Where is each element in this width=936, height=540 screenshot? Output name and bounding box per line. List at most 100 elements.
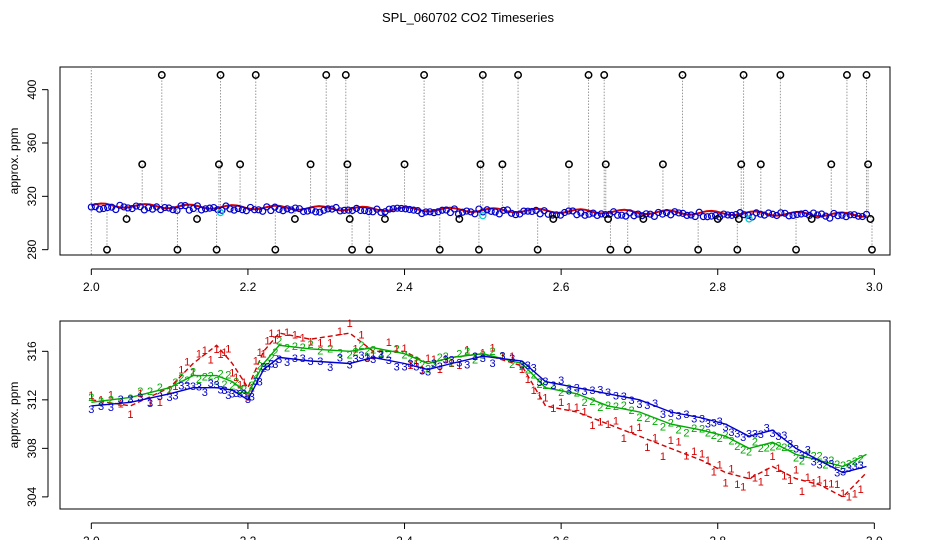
data-point <box>720 210 728 218</box>
series-1-point-label: 1 <box>317 337 323 349</box>
y-tick-label: 280 <box>25 239 39 259</box>
series-3-point-label: 3 <box>190 381 196 393</box>
series-1-point-label: 1 <box>337 326 343 338</box>
series-3-point-label: 3 <box>717 416 723 428</box>
series-1-point-label: 1 <box>214 344 220 356</box>
data-point <box>826 214 834 222</box>
series-1-point-label: 1 <box>613 416 619 428</box>
data-point <box>745 215 753 223</box>
x-tick-label: 2.0 <box>83 534 100 540</box>
series-1-point-label: 1 <box>566 401 572 413</box>
data-point <box>206 204 214 212</box>
outlier-point <box>251 71 260 79</box>
data-point <box>560 208 569 217</box>
outlier-point <box>103 245 111 254</box>
data-point <box>593 211 601 220</box>
outlier-point <box>737 160 746 169</box>
series-2-point-label: 2 <box>190 366 196 378</box>
series-3-point-label: 3 <box>394 361 400 373</box>
series-1-point-label: 1 <box>828 478 834 490</box>
outlier-point <box>345 215 354 223</box>
y-tick-label: 304 <box>25 487 39 507</box>
series-3-point-label: 3 <box>337 353 343 365</box>
series-2-point-label: 2 <box>775 441 781 453</box>
outlier-point <box>842 71 851 79</box>
series-2-point-label: 2 <box>394 343 400 355</box>
data-point <box>344 206 352 214</box>
outlier-point <box>474 245 483 254</box>
series-3-point-label: 3 <box>793 444 799 456</box>
series-1-point-label: 1 <box>846 491 852 503</box>
outlier-point <box>215 160 223 169</box>
series-3-point-label: 3 <box>233 388 239 400</box>
data-point <box>818 210 826 218</box>
series-2-point-label: 2 <box>717 433 723 445</box>
data-point <box>263 203 271 211</box>
series-2-point-label: 2 <box>793 453 799 465</box>
series-1-point-label: 1 <box>264 336 270 348</box>
series-1-point-label: 1 <box>386 337 392 349</box>
series-2-point-label: 2 <box>758 443 764 455</box>
data-point <box>740 211 748 219</box>
series-3-point-label: 3 <box>752 429 758 441</box>
series-3-point-label: 3 <box>358 350 364 362</box>
series-1-point-label: 1 <box>636 422 642 434</box>
series-1-point-label: 1 <box>413 358 419 370</box>
series-2-point-label: 2 <box>196 374 202 386</box>
series-3-point-label: 3 <box>437 361 443 373</box>
outlier-point <box>306 160 315 169</box>
data-point <box>401 205 410 213</box>
series-1-point-label: 1 <box>769 451 775 463</box>
series-1-point-label: 1 <box>711 466 717 478</box>
series-3-point-label: 3 <box>276 354 282 366</box>
data-point <box>312 208 320 216</box>
series-1-point-label: 1 <box>347 318 353 330</box>
data-point <box>418 209 426 218</box>
series-1-point-label: 1 <box>261 349 267 361</box>
data-point <box>683 211 691 220</box>
data-point <box>238 206 246 214</box>
outlier-point <box>734 215 743 223</box>
series-1-point-label: 1 <box>225 344 231 356</box>
outlier-point <box>756 160 765 169</box>
data-point <box>328 205 336 213</box>
series-3-point-label: 3 <box>787 438 793 450</box>
data-point <box>365 207 373 216</box>
series-1-point-label: 1 <box>676 437 682 449</box>
series-2-point-label: 2 <box>413 355 419 367</box>
data-point <box>303 207 312 215</box>
series-1-point-label: 1 <box>268 328 274 340</box>
series-1-point-label: 1 <box>229 367 235 379</box>
series-2-point-label: 2 <box>88 392 94 404</box>
data-point <box>87 203 95 211</box>
series-2-point-label: 2 <box>202 372 208 384</box>
series-2-point-label: 2 <box>317 345 323 357</box>
series-2-point-label: 2 <box>300 342 306 354</box>
data-point <box>850 211 858 219</box>
series-2-point-label: 2 <box>629 405 635 417</box>
data-point <box>250 206 259 214</box>
data-point <box>259 207 267 215</box>
series-2-point-label: 2 <box>676 425 682 437</box>
series-1-point-label: 1 <box>542 393 548 405</box>
data-point <box>422 208 430 216</box>
series-3-point-label: 3 <box>217 384 223 396</box>
data-point <box>275 205 283 214</box>
data-point <box>450 205 459 213</box>
series-1-point-label: 1 <box>407 360 413 372</box>
series-1-point-label: 1 <box>419 364 425 376</box>
series-3-point-label: 3 <box>456 357 462 369</box>
data-point <box>630 212 638 220</box>
data-point <box>691 212 699 221</box>
series-1-point-label: 1 <box>431 354 437 366</box>
x-tick-label: 2.0 <box>83 280 100 294</box>
series-2-point-label: 2 <box>378 348 384 360</box>
series-1-point-label: 1 <box>531 385 537 397</box>
series-3-point-label: 3 <box>805 445 811 457</box>
series-2-point-label: 2 <box>811 450 817 462</box>
data-point <box>834 212 842 220</box>
series-3-point-label: 3 <box>764 422 770 434</box>
series-1-point-label: 1 <box>257 347 263 359</box>
series-3-point-label: 3 <box>464 359 470 371</box>
